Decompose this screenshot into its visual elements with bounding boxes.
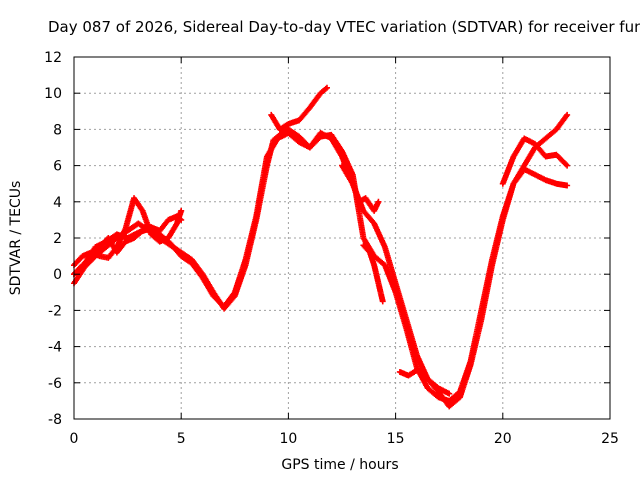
y-tick-label: 4	[53, 195, 62, 211]
y-tick-label: -4	[48, 340, 62, 356]
series-track-9	[500, 135, 570, 186]
x-tick-label: 5	[177, 431, 186, 447]
y-tick-label: 12	[44, 50, 62, 66]
x-tick-label: 20	[494, 431, 512, 447]
x-tick-label: 0	[70, 431, 79, 447]
series-track-1	[71, 112, 570, 409]
y-tick-label: 0	[53, 267, 62, 283]
series-track-5	[268, 85, 330, 133]
plot-area: 0 5 10 15 20 25 -8 -6 -4 -2 0 2 4 6 8 10 12	[0, 0, 640, 480]
y-tick-label: 10	[44, 86, 62, 102]
y-tick-label: 6	[53, 159, 62, 175]
y-tick-label: -2	[48, 303, 62, 319]
y-tick-label: 8	[53, 122, 62, 138]
y-tick-label: -8	[48, 412, 62, 428]
series-markers	[71, 130, 570, 404]
series-markers	[268, 85, 330, 133]
series-track-2	[71, 130, 570, 404]
x-tick-label: 10	[279, 431, 297, 447]
axis-ticks: 0 5 10 15 20 25 -8 -6 -4 -2 0 2 4 6 8 10 12	[44, 50, 619, 447]
series-markers	[500, 135, 570, 186]
series-markers	[71, 112, 570, 409]
x-tick-label: 15	[387, 431, 405, 447]
y-tick-label: -6	[48, 376, 62, 392]
data-layer	[71, 85, 570, 410]
y-tick-label: 2	[53, 231, 62, 247]
x-tick-label: 25	[601, 431, 619, 447]
